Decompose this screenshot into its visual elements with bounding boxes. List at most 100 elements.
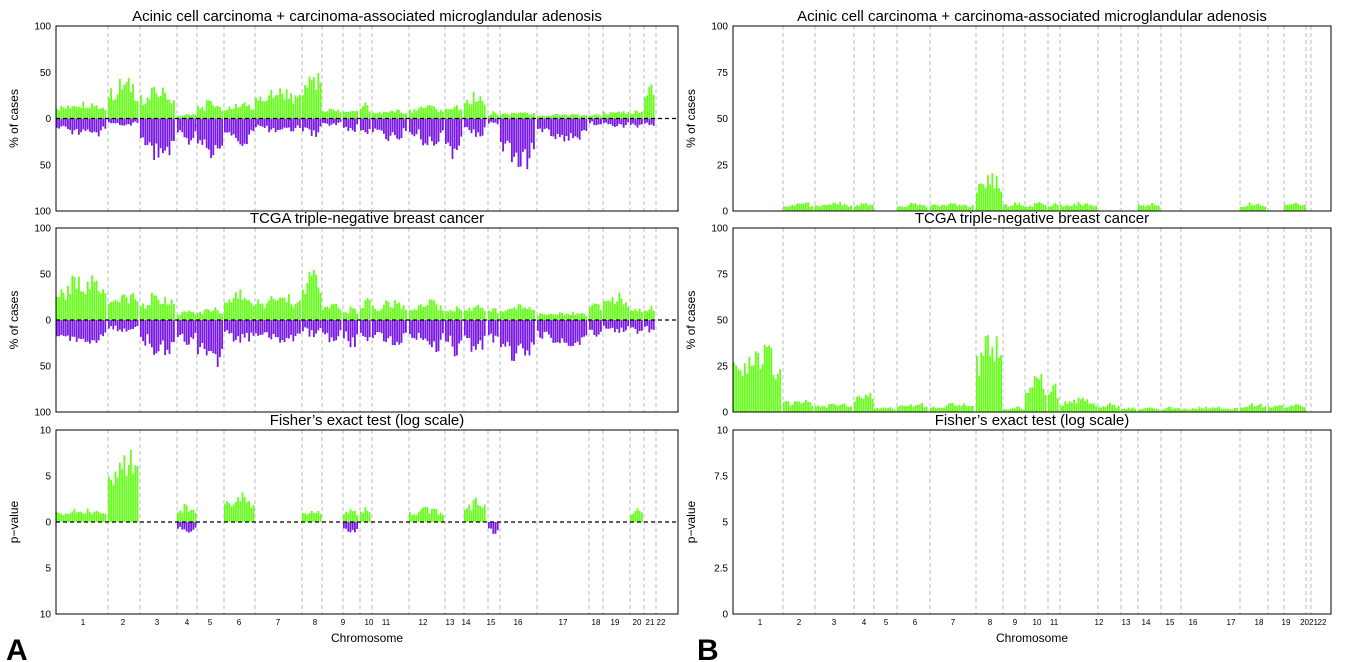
gain-bar — [80, 511, 82, 522]
loss-bar — [552, 118, 555, 137]
gain-bar — [354, 308, 356, 320]
loss-bar — [188, 320, 190, 345]
loss-bar — [394, 118, 396, 136]
loss-bar — [306, 118, 309, 128]
gain-bar — [1020, 408, 1023, 412]
loss-bar — [517, 320, 520, 346]
loss-bar — [283, 320, 286, 342]
gain-bar — [378, 111, 381, 119]
gain-bar — [1075, 403, 1078, 412]
loss-bar — [405, 118, 407, 131]
loss-bar — [288, 320, 290, 339]
gain-bar — [504, 310, 507, 320]
loss-bar — [488, 320, 490, 336]
gain-bar — [885, 408, 887, 412]
gain-bar — [112, 301, 115, 320]
y-tick-label: 10 — [40, 610, 52, 621]
gain-bar — [308, 512, 311, 522]
gain-bar — [539, 116, 541, 119]
loss-bar — [622, 118, 625, 128]
gain-bar — [576, 114, 579, 119]
gain-bar — [1149, 205, 1151, 211]
loss-bar — [241, 118, 244, 147]
gain-bar — [1054, 202, 1057, 211]
gain-bar — [991, 173, 994, 211]
loss-bar — [585, 118, 588, 131]
loss-bar — [288, 118, 290, 128]
loss-bar — [433, 118, 435, 146]
gain-bar — [506, 113, 509, 119]
loss-bar — [127, 320, 130, 330]
loss-bar — [177, 522, 179, 529]
gain-bar — [611, 112, 614, 119]
loss-bar — [548, 320, 550, 335]
gain-bar — [956, 405, 959, 412]
gain-bar — [1066, 403, 1069, 412]
gain-bar — [632, 113, 634, 119]
gain-bar — [1086, 203, 1089, 211]
loss-bar — [409, 118, 411, 133]
gain-bar — [114, 471, 117, 522]
gain-bar — [132, 83, 134, 119]
gain-bar — [854, 401, 856, 412]
gain-bar — [508, 308, 511, 320]
loss-bar — [132, 320, 134, 329]
chromosome-label: 1 — [81, 618, 86, 627]
gain-bar — [932, 406, 934, 412]
gain-bar — [123, 294, 126, 320]
gain-bar — [834, 404, 837, 412]
loss-bar — [261, 118, 264, 127]
loss-bar — [75, 320, 78, 342]
gain-bar — [190, 311, 192, 320]
gain-bar — [798, 203, 801, 211]
gain-bar — [302, 95, 304, 119]
gain-bar — [326, 111, 329, 119]
gain-bar — [1093, 206, 1095, 211]
loss-bar — [333, 118, 335, 124]
loss-bar — [310, 320, 313, 331]
gain-bar — [828, 204, 830, 211]
gain-bar — [116, 94, 119, 119]
gain-bar — [759, 369, 762, 412]
gain-bar — [86, 107, 89, 119]
gain-bar — [766, 346, 768, 412]
loss-bar — [385, 320, 387, 342]
chromosome-label: 2 — [121, 618, 126, 627]
loss-bar — [252, 320, 255, 336]
loss-bar — [140, 320, 142, 337]
gain-bar — [897, 206, 899, 211]
loss-bar — [460, 118, 463, 137]
gain-bar — [965, 205, 967, 211]
loss-bar — [317, 320, 320, 331]
gain-bar — [343, 514, 345, 522]
gain-bar — [936, 407, 939, 412]
chromosome-label: 18 — [592, 618, 601, 627]
gain-bar — [190, 510, 192, 522]
loss-bar — [351, 320, 354, 338]
gain-bar — [925, 406, 928, 412]
gain-bar — [396, 303, 398, 320]
gain-bar — [475, 497, 477, 522]
gain-bar — [114, 299, 117, 320]
gain-bar — [634, 110, 637, 119]
gain-bar — [1227, 408, 1229, 412]
gain-bar — [583, 115, 585, 119]
loss-bar — [641, 118, 643, 125]
loss-bar — [630, 320, 632, 328]
loss-bar — [398, 320, 401, 345]
chromosome-label: 6 — [237, 618, 242, 627]
loss-bar — [78, 118, 80, 135]
gain-bar — [1050, 391, 1052, 412]
gain-bar — [281, 297, 284, 320]
gain-bar — [967, 405, 970, 412]
loss-bar — [636, 320, 639, 334]
loss-bar — [230, 118, 233, 136]
gain-bar — [385, 300, 387, 320]
gain-bar — [1281, 405, 1283, 412]
gain-bar — [201, 314, 204, 320]
loss-bar — [155, 320, 158, 354]
loss-bar — [302, 118, 304, 132]
loss-bar — [481, 320, 484, 350]
loss-bar — [93, 118, 96, 132]
gain-bar — [1029, 387, 1032, 412]
